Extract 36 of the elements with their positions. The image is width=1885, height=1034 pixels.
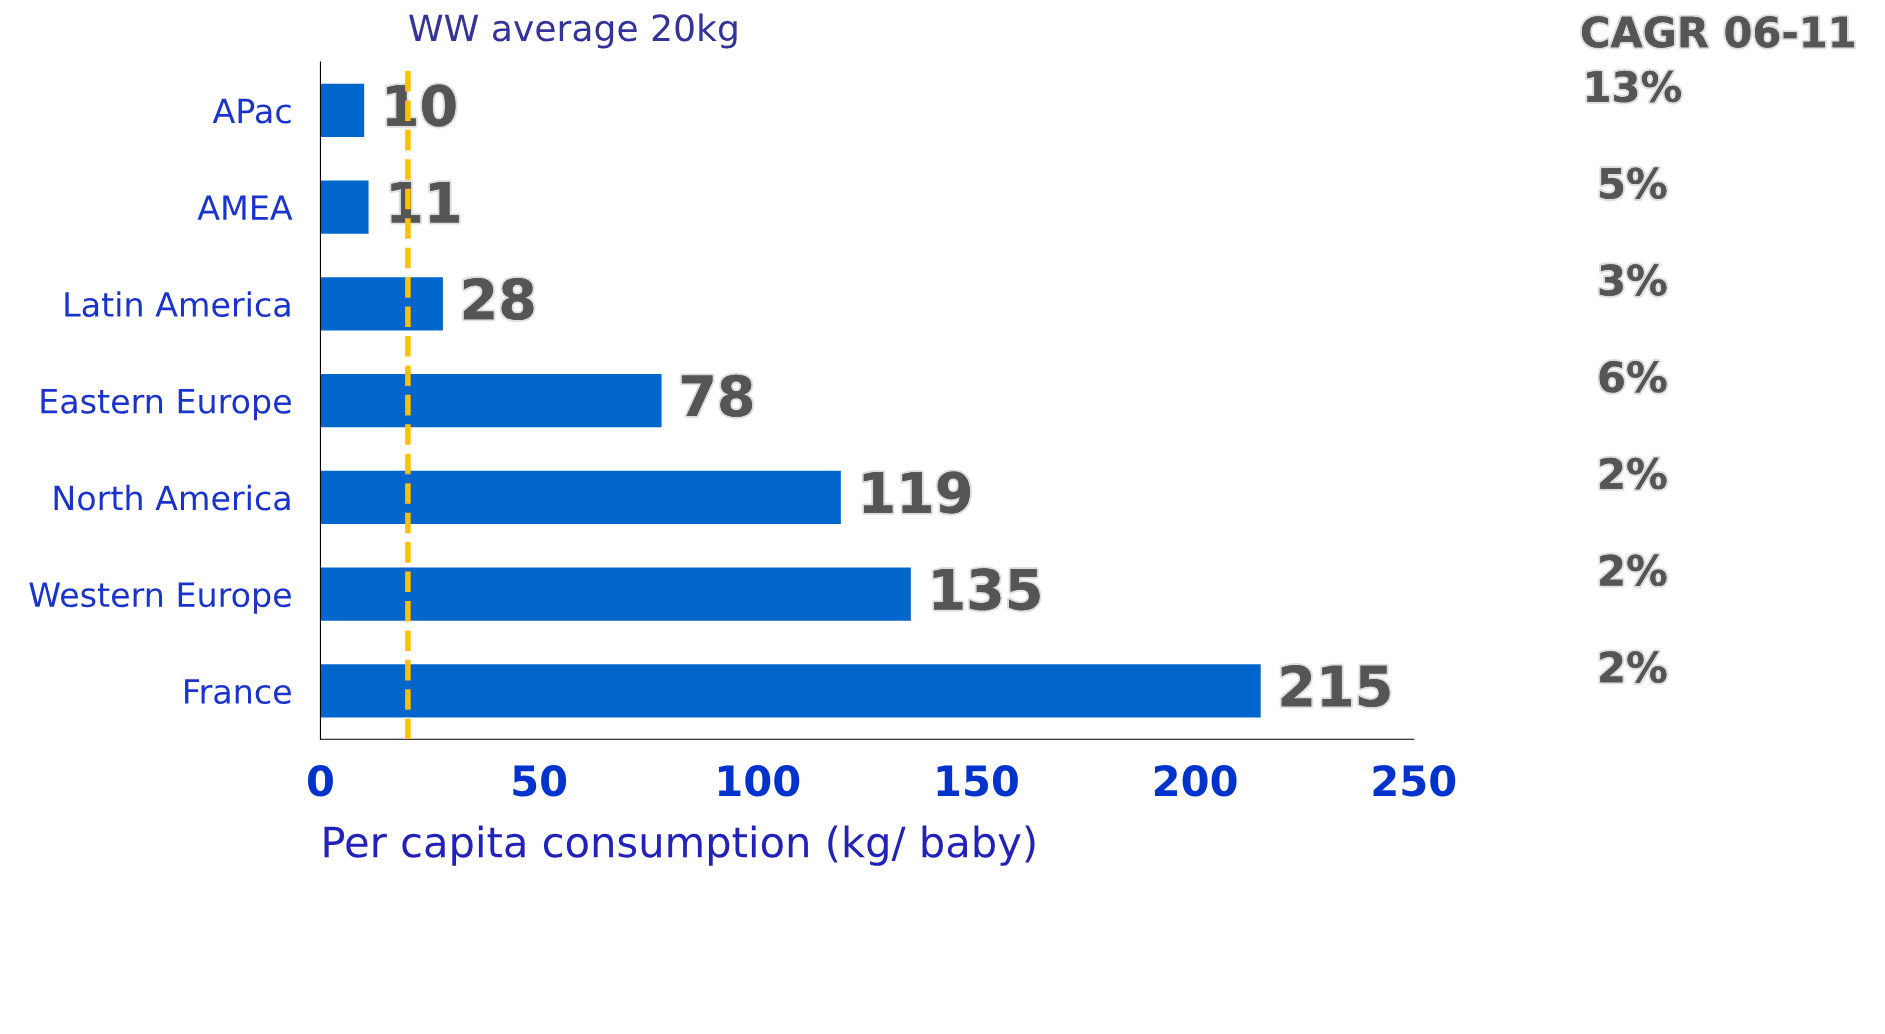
x-tick-label: 250 [1373,765,1456,797]
y-tick-label: France [185,679,291,705]
y-tick-label: APac [212,98,291,124]
text: 13% [1587,70,1681,103]
data-label: 28 [463,278,534,321]
x-axis-title: Per capita consumption (kg/ baby) [324,825,1035,866]
x-tick-label: 150 [937,765,1018,797]
x-tick-label: 50 [513,765,567,797]
ref-line-label: WW average 20kg [409,13,737,49]
x-tick-label: 200 [1154,765,1237,797]
y-tick-label: Latin America [65,291,290,318]
bar [320,83,365,138]
bar [320,664,1261,718]
bar [320,277,443,331]
text: 2% [1600,554,1667,587]
bar [320,180,369,234]
data-label: 78 [681,374,753,417]
text: 6% [1599,361,1667,393]
text: 3% [1599,264,1667,296]
bar [320,567,911,621]
y-tick-label: Eastern Europe [41,389,291,421]
text: CAGR 06-11 [1581,16,1854,48]
text: 2% [1600,457,1667,490]
x-tick-label: 100 [718,765,800,797]
text: 5% [1600,167,1667,200]
text: 2% [1600,651,1667,683]
bar [320,374,662,428]
data-label: 119 [863,471,970,514]
data-label: 135 [933,568,1040,611]
data-label: 215 [1281,665,1390,708]
bar [320,470,841,525]
y-tick-label: North America [54,484,290,511]
data-label: 10 [387,84,456,127]
y-tick-label: Western Europe [29,582,291,614]
y-tick-label: AMEA [197,195,293,220]
x-tick-label: 0 [307,765,333,797]
